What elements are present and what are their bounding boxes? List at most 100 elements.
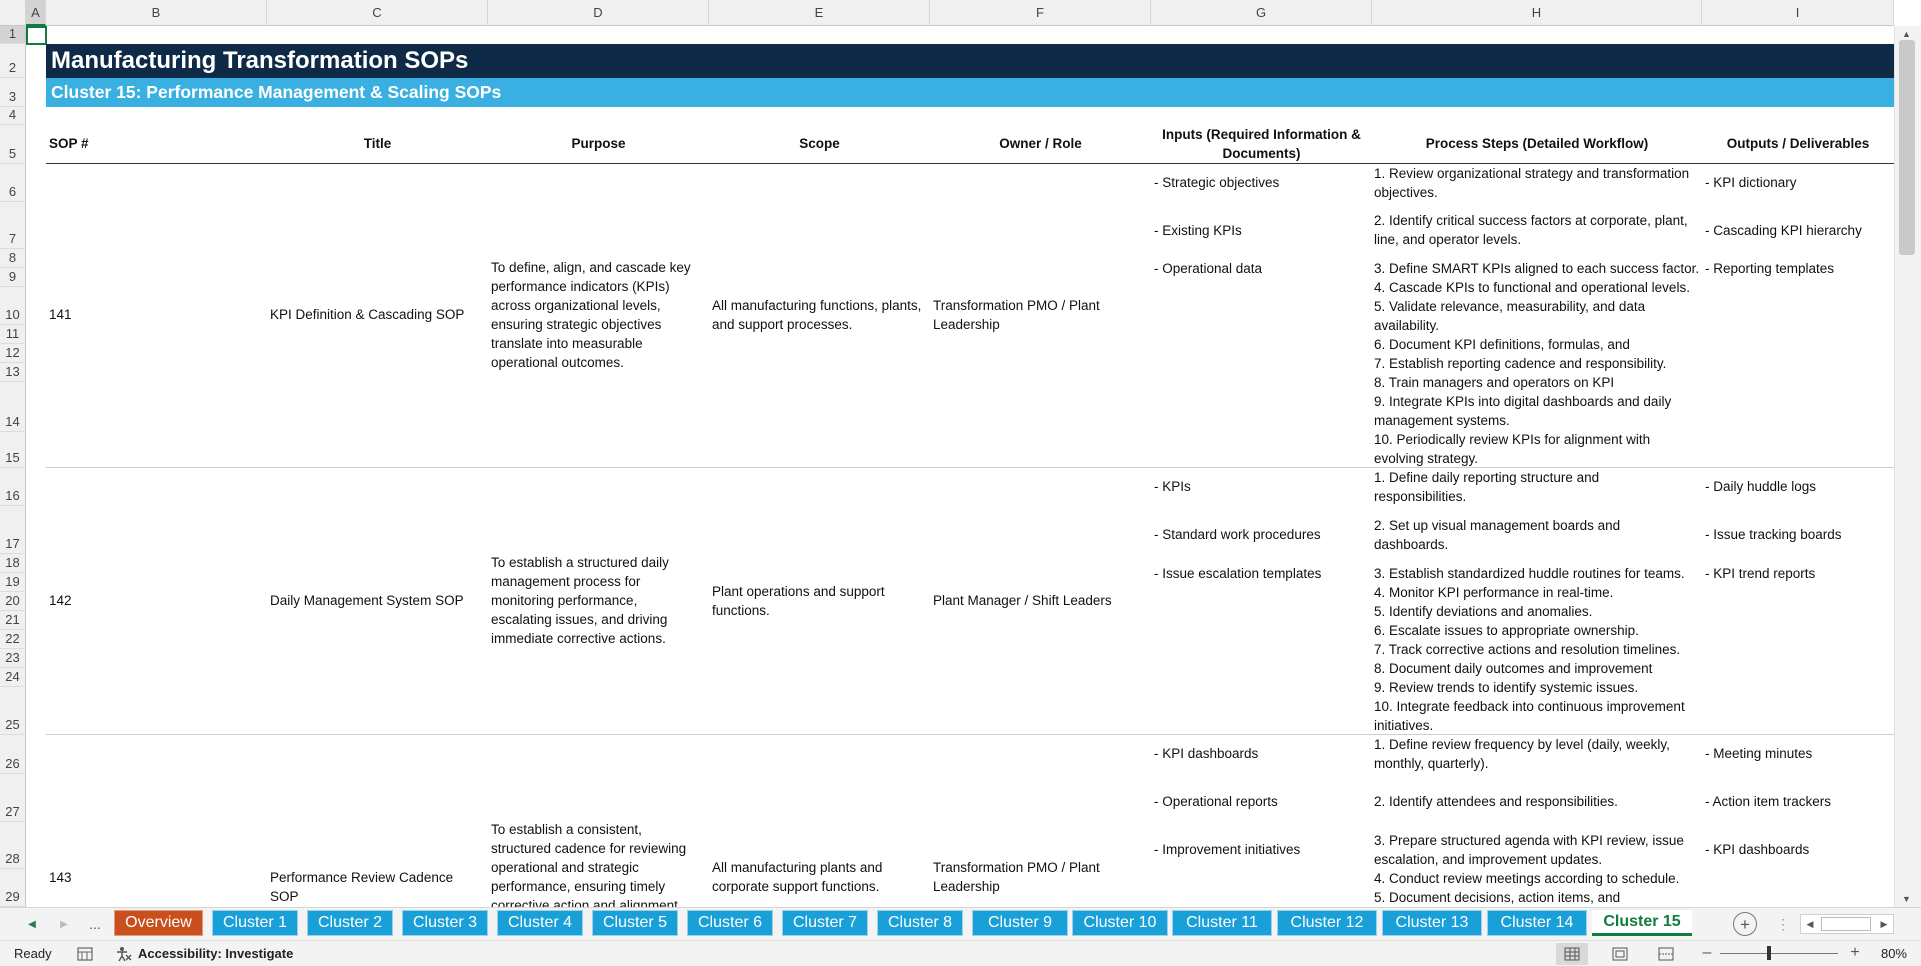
horizontal-scroll-thumb[interactable] — [1821, 917, 1871, 931]
row-header[interactable]: 27 — [0, 774, 26, 822]
select-all-corner[interactable] — [0, 0, 26, 26]
normal-view-icon[interactable] — [1556, 943, 1588, 965]
zoom-out-icon[interactable]: – — [1702, 944, 1712, 961]
row-header[interactable]: 16 — [0, 468, 26, 506]
process-step-cell[interactable]: 8. Train managers and operators on KPI — [1374, 375, 1615, 390]
process-step-cell[interactable]: 9. Integrate KPIs into digital dashboard… — [1374, 394, 1672, 428]
process-step-cell[interactable]: 6. Escalate issues to appropriate owners… — [1374, 623, 1639, 638]
sop-output-cell[interactable]: - KPI trend reports — [1705, 566, 1816, 581]
sop-input-cell[interactable]: - KPI dashboards — [1154, 746, 1259, 761]
row-header[interactable]: 25 — [0, 687, 26, 735]
row-header[interactable]: 26 — [0, 735, 26, 774]
process-step-cell[interactable]: 5. Identify deviations and anomalies. — [1374, 604, 1593, 619]
sheet-tab-cluster-13[interactable]: Cluster 13 — [1382, 910, 1482, 936]
zoom-slider[interactable] — [1720, 953, 1838, 954]
column-header-i[interactable]: I — [1702, 0, 1894, 26]
process-step-cell[interactable]: 4. Cascade KPIs to functional and operat… — [1374, 280, 1690, 295]
add-sheet-icon[interactable]: + — [1733, 912, 1757, 936]
process-step-cell[interactable]: 5. Document decisions, action items, and — [1374, 890, 1621, 905]
row-header[interactable]: 19 — [0, 573, 26, 592]
sop-input-cell[interactable]: - Standard work procedures — [1154, 527, 1321, 542]
row-header[interactable]: 6 — [0, 164, 26, 202]
sheet-tab-cluster-4[interactable]: Cluster 4 — [497, 910, 583, 936]
hscroll-left-icon[interactable]: ◀ — [1806, 918, 1814, 929]
row-header[interactable]: 7 — [0, 202, 26, 249]
process-step-cell[interactable]: 5. Validate relevance, measurability, an… — [1374, 299, 1646, 333]
column-header-h[interactable]: H — [1372, 0, 1702, 26]
sheet-tab-cluster-3[interactable]: Cluster 3 — [402, 910, 488, 936]
zoom-slider-thumb[interactable] — [1767, 946, 1771, 960]
sop-input-cell[interactable]: - Issue escalation templates — [1154, 566, 1322, 581]
sop-output-cell[interactable]: - Action item trackers — [1705, 794, 1832, 809]
sop-input-cell[interactable]: - KPIs — [1154, 479, 1191, 494]
row-header[interactable]: 2 — [0, 44, 26, 78]
sop-input-cell[interactable]: - Strategic objectives — [1154, 175, 1280, 190]
column-header-c[interactable]: C — [267, 0, 488, 26]
sop-output-cell[interactable]: - Daily huddle logs — [1705, 479, 1817, 494]
row-header[interactable]: 23 — [0, 649, 26, 668]
sheet-tab-cluster-10[interactable]: Cluster 10 — [1072, 910, 1168, 936]
sop-number-cell[interactable]: 143 — [49, 870, 72, 885]
row-header[interactable]: 20 — [0, 592, 26, 611]
process-step-cell[interactable]: 7. Establish reporting cadence and respo… — [1374, 356, 1667, 371]
sop-owner-cell[interactable]: Transformation PMO / Plant Leadership — [933, 860, 1100, 894]
sop-purpose-cell[interactable]: To establish a structured daily manageme… — [491, 555, 669, 646]
sop-output-cell[interactable]: - KPI dictionary — [1705, 175, 1797, 190]
process-step-cell[interactable]: 1. Define review frequency by level (dai… — [1374, 737, 1670, 771]
sop-owner-cell[interactable]: Plant Manager / Shift Leaders — [933, 593, 1112, 608]
row-header[interactable]: 18 — [0, 554, 26, 573]
sheet-tab-cluster-9[interactable]: Cluster 9 — [972, 910, 1068, 936]
column-header-b[interactable]: B — [46, 0, 267, 26]
process-step-cell[interactable]: 9. Review trends to identify systemic is… — [1374, 680, 1639, 695]
column-header-e[interactable]: E — [709, 0, 930, 26]
row-header[interactable]: 1 — [0, 26, 26, 44]
scroll-up-icon[interactable]: ▲ — [1902, 29, 1911, 39]
row-header[interactable]: 10 — [0, 287, 26, 325]
sheet-tab-cluster-7[interactable]: Cluster 7 — [782, 910, 868, 936]
sop-output-cell[interactable]: - Cascading KPI hierarchy — [1705, 223, 1862, 238]
sop-input-cell[interactable]: - Operational reports — [1154, 794, 1278, 809]
sheet-tab-cluster-1[interactable]: Cluster 1 — [212, 910, 298, 936]
scroll-right-icon[interactable]: ▶ — [60, 918, 68, 930]
row-header[interactable]: 17 — [0, 506, 26, 554]
sop-input-cell[interactable]: - Improvement initiatives — [1154, 842, 1301, 857]
row-header[interactable]: 28 — [0, 822, 26, 869]
process-step-cell[interactable]: 4. Monitor KPI performance in real-time. — [1374, 585, 1614, 600]
sop-owner-cell[interactable]: Transformation PMO / Plant Leadership — [933, 298, 1100, 332]
row-header[interactable]: 14 — [0, 382, 26, 432]
sheet-tab-cluster-6[interactable]: Cluster 6 — [687, 910, 773, 936]
sop-output-cell[interactable]: - Reporting templates — [1705, 261, 1835, 276]
sop-scope-cell[interactable]: Plant operations and support functions. — [712, 584, 885, 618]
scroll-down-icon[interactable]: ▼ — [1902, 894, 1911, 904]
process-step-cell[interactable]: 7. Track corrective actions and resoluti… — [1374, 642, 1681, 657]
sheet-tab-cluster-14[interactable]: Cluster 14 — [1487, 910, 1587, 936]
sop-scope-cell[interactable]: All manufacturing functions, plants, and… — [712, 298, 922, 332]
hscroll-right-icon[interactable]: ▶ — [1880, 918, 1888, 929]
sheet-tab-cluster-8[interactable]: Cluster 8 — [877, 910, 963, 936]
process-step-cell[interactable]: 2. Set up visual management boards and d… — [1374, 518, 1621, 552]
sop-title-cell[interactable]: Daily Management System SOP — [270, 593, 464, 608]
process-step-cell[interactable]: 3. Establish standardized huddle routine… — [1374, 566, 1685, 581]
macro-icon[interactable] — [76, 946, 94, 962]
sheet-tab-cluster-11[interactable]: Cluster 11 — [1172, 910, 1272, 936]
row-header[interactable]: 13 — [0, 363, 26, 382]
process-step-cell[interactable]: 1. Review organizational strategy and tr… — [1374, 166, 1690, 200]
process-step-cell[interactable]: 2. Identify attendees and responsibiliti… — [1374, 794, 1618, 809]
sheet-tab-cluster-15[interactable]: Cluster 15 — [1592, 910, 1692, 936]
sop-input-cell[interactable]: - Existing KPIs — [1154, 223, 1242, 238]
sheet-tab-overview[interactable]: Overview — [114, 910, 203, 936]
accessibility-icon[interactable] — [114, 946, 134, 962]
sheet-tab-cluster-5[interactable]: Cluster 5 — [592, 910, 678, 936]
sop-output-cell[interactable]: - Issue tracking boards — [1705, 527, 1842, 542]
sheet-tab-cluster-2[interactable]: Cluster 2 — [307, 910, 393, 936]
sop-input-cell[interactable]: - Operational data — [1154, 261, 1263, 276]
process-step-cell[interactable]: 4. Conduct review meetings according to … — [1374, 871, 1680, 886]
row-header[interactable]: 12 — [0, 344, 26, 363]
row-header[interactable]: 29 — [0, 869, 26, 907]
row-header[interactable]: 24 — [0, 668, 26, 687]
process-step-cell[interactable]: 10. Integrate feedback into continuous i… — [1374, 699, 1685, 733]
process-step-cell[interactable]: 8. Document daily outcomes and improveme… — [1374, 661, 1653, 676]
row-header[interactable]: 15 — [0, 432, 26, 468]
process-step-cell[interactable]: 3. Define SMART KPIs aligned to each suc… — [1374, 261, 1700, 276]
sop-number-cell[interactable]: 141 — [49, 307, 72, 322]
